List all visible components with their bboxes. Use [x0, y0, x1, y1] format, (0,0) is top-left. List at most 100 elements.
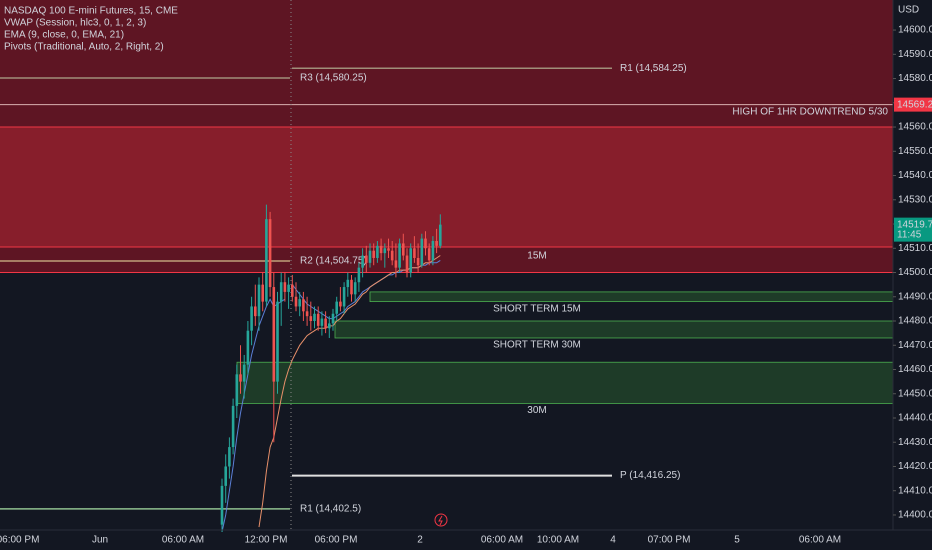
candle-body — [313, 313, 316, 322]
candle-body — [398, 243, 401, 268]
candle-body — [305, 311, 309, 317]
price-label-box — [894, 217, 932, 242]
zone-label: 30M — [527, 405, 546, 416]
y-tick-label: 14430.00 — [898, 437, 932, 448]
candle-body — [294, 296, 298, 307]
legend-line: Pivots (Traditional, Auto, 2, Right, 2) — [4, 42, 164, 53]
pivot-label: P (14,416.25) — [620, 470, 680, 481]
candle-body — [439, 224, 442, 246]
candle-body — [246, 330, 250, 365]
candle-body — [427, 248, 431, 261]
candle-body — [335, 301, 338, 314]
x-tick-label: 06:00 AM — [481, 535, 523, 546]
candle-body — [357, 267, 361, 283]
zone-label: SHORT TERM 15M — [493, 303, 581, 314]
y-tick-label: 14490.00 — [898, 291, 932, 302]
alert-bolt — [438, 515, 443, 526]
candle-body — [276, 301, 279, 382]
x-tick-label: 10:00 AM — [537, 535, 579, 546]
candle-body — [431, 240, 435, 261]
candle-body — [350, 279, 353, 295]
candle-body — [235, 374, 239, 406]
price-label: 14519.75 — [897, 219, 932, 230]
zone — [0, 0, 893, 128]
y-tick-label: 14420.00 — [898, 461, 932, 472]
x-tick-label: 06:00 PM — [315, 535, 358, 546]
x-tick-label: 06:00 PM — [0, 535, 39, 546]
y-tick-label: 14460.00 — [898, 364, 932, 375]
x-tick-label: 07:00 PM — [648, 535, 691, 546]
zone — [0, 127, 893, 248]
candle-body — [379, 245, 383, 254]
x-tick-label: 06:00 AM — [799, 535, 841, 546]
pivot-label: R1 (14,584.25) — [620, 63, 687, 74]
y-tick-label: 14580.00 — [898, 73, 932, 84]
candle-body — [254, 306, 257, 317]
y-tick-label: 14470.00 — [898, 340, 932, 351]
candle-body — [353, 282, 357, 295]
y-tick-label: 14600.00 — [898, 25, 932, 36]
pivot-label: R1 (14,402.5) — [300, 504, 361, 515]
candle-body — [268, 219, 272, 288]
candle-body — [365, 255, 368, 263]
legend-line: EMA (9, close, 0, EMA, 21) — [4, 30, 124, 41]
candle-body — [298, 299, 301, 307]
candle-body — [272, 287, 276, 382]
candle-body — [316, 313, 320, 326]
candle-body — [291, 284, 294, 297]
candle-body — [228, 447, 231, 467]
level-label: HIGH OF 1HR DOWNTREND 5/30 — [732, 106, 888, 117]
alert-icon[interactable] — [434, 513, 448, 527]
pivot-label: R2 (14,504.75) — [300, 256, 367, 267]
y-tick-label: 14410.00 — [898, 485, 932, 496]
y-tick-label: 14500.00 — [898, 267, 932, 278]
candle-body — [302, 299, 305, 312]
x-tick-label: 2 — [417, 535, 423, 546]
price-label: 14569.25 — [897, 99, 932, 110]
candle-body — [339, 301, 342, 307]
pivot-label: R3 (14,580.25) — [300, 73, 367, 84]
candle-body — [265, 219, 268, 302]
x-tick-label: 5 — [734, 535, 740, 546]
candle-body — [224, 466, 227, 486]
price-axis — [893, 0, 932, 550]
candle-body — [242, 364, 246, 382]
y-tick-label: 14480.00 — [898, 316, 932, 327]
candle-body — [261, 284, 264, 302]
candle-body — [331, 313, 335, 324]
y-tick-label: 14510.00 — [898, 243, 932, 254]
candle-body — [279, 282, 283, 302]
candle-body — [405, 255, 409, 273]
candle-body — [368, 250, 372, 263]
candle-body — [387, 248, 390, 251]
price-countdown: 11:45 — [897, 229, 922, 240]
candle-body — [283, 282, 287, 292]
candle-body — [320, 318, 324, 326]
candle-body — [309, 316, 313, 322]
candle-body — [409, 248, 412, 273]
y-tick-label: 14540.00 — [898, 170, 932, 181]
x-tick-label: 4 — [610, 535, 616, 546]
x-tick-label: 12:00 PM — [245, 535, 288, 546]
candle-body — [394, 260, 398, 268]
candle-body — [402, 243, 405, 256]
candle-body — [250, 306, 253, 331]
candle-body — [346, 279, 350, 288]
plot-area: 15M SHORT TERM 15M SHORT TERM 30M 30M HIGH O… — [0, 0, 894, 533]
y-tick-label: 14560.00 — [898, 122, 932, 133]
currency: USD — [898, 5, 919, 16]
candle-body — [328, 323, 331, 329]
zone — [334, 320, 894, 339]
candle-body — [383, 248, 387, 254]
price-label-box — [894, 97, 932, 112]
candle-body — [424, 238, 427, 249]
candle-body — [435, 240, 438, 246]
candle-body — [372, 250, 375, 258]
y-tick-label: 14400.00 — [898, 510, 932, 521]
y-tick-label: 14550.00 — [898, 146, 932, 157]
x-tick-label: 06:00 AM — [162, 535, 204, 546]
candle-body — [287, 284, 290, 292]
legend-line: NASDAQ 100 E-mini Futures, 15, CME — [4, 6, 178, 17]
zone — [0, 247, 893, 273]
